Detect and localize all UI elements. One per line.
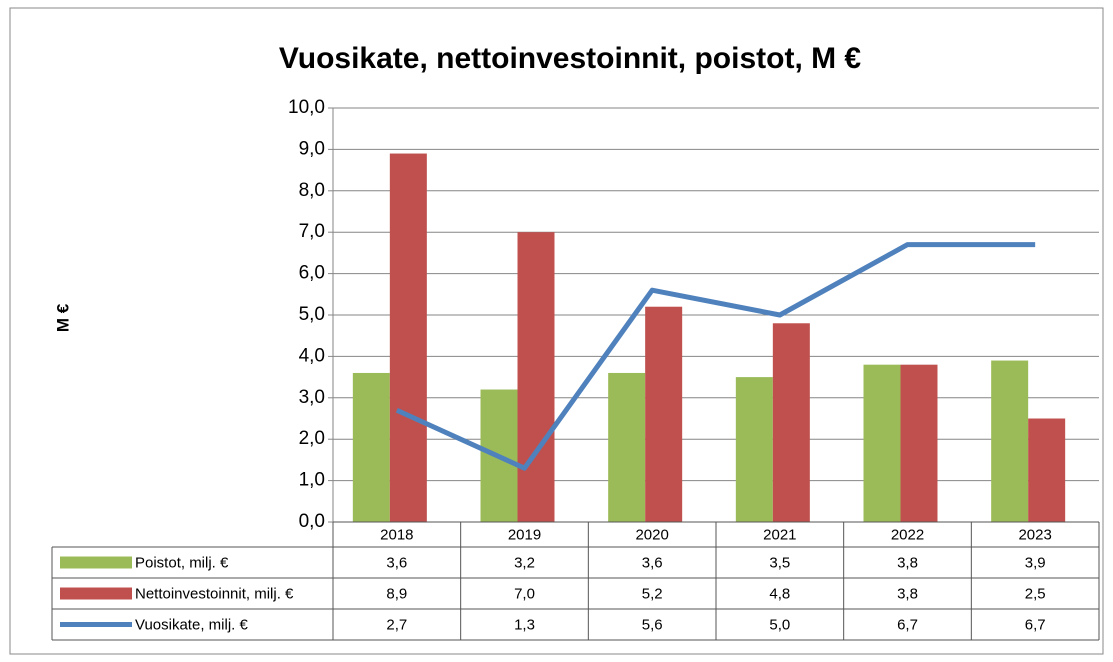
bar xyxy=(863,364,901,522)
x-tick-label: 2021 xyxy=(763,526,796,543)
x-tick-label: 2019 xyxy=(508,526,541,543)
bar xyxy=(352,372,390,522)
chart-title: Vuosikate, nettoinvestoinnit, poistot, M… xyxy=(279,42,862,75)
bar xyxy=(991,360,1029,522)
y-tick-label: 5,0 xyxy=(299,304,325,325)
data-label: 3,2 xyxy=(514,554,535,571)
data-label: 5,2 xyxy=(642,585,663,602)
y-tick-label: 2,0 xyxy=(299,428,325,449)
data-label: 3,8 xyxy=(897,554,918,571)
y-tick-label: 8,0 xyxy=(299,180,325,201)
data-label: 3,5 xyxy=(769,554,790,571)
y-tick-label: 4,0 xyxy=(299,345,325,366)
data-label: 3,8 xyxy=(897,585,918,602)
data-label: 2,5 xyxy=(1025,585,1046,602)
data-label: 6,7 xyxy=(1025,616,1046,633)
data-label: 8,9 xyxy=(386,585,407,602)
legend-key xyxy=(60,587,132,600)
bar xyxy=(735,377,773,522)
bar xyxy=(772,323,810,522)
bar xyxy=(608,372,646,522)
legend-key xyxy=(60,556,132,569)
y-tick-label: 10,0 xyxy=(288,97,325,118)
x-tick-label: 2023 xyxy=(1018,526,1051,543)
chart-border xyxy=(9,7,1104,655)
bar xyxy=(900,364,938,522)
data-label: 5,0 xyxy=(769,616,790,633)
legend-label: Vuosikate, milj. € xyxy=(135,616,248,633)
data-label: 2,7 xyxy=(386,616,407,633)
data-label: 7,0 xyxy=(514,585,535,602)
data-label: 4,8 xyxy=(769,585,790,602)
y-tick-label: 7,0 xyxy=(299,221,325,242)
legend-label: Poistot, milj. € xyxy=(135,554,229,571)
bar xyxy=(645,306,683,522)
line xyxy=(395,242,1036,471)
bar xyxy=(389,153,427,523)
bar xyxy=(517,232,555,522)
legend-label: Nettoinvestoinnit, milj. € xyxy=(135,585,294,602)
bar xyxy=(1028,418,1066,522)
data-label: 5,6 xyxy=(642,616,663,633)
y-tick-label: 1,0 xyxy=(299,470,325,491)
x-tick-label: 2022 xyxy=(891,526,924,543)
y-tick-label: 6,0 xyxy=(299,263,325,284)
data-label: 6,7 xyxy=(897,616,918,633)
y-axis-label: M € xyxy=(53,303,72,332)
y-tick-label: 9,0 xyxy=(299,138,325,159)
y-tick-label: 0,0 xyxy=(299,511,325,532)
data-label: 3,6 xyxy=(386,554,407,571)
data-label: 1,3 xyxy=(514,616,535,633)
data-label: 3,6 xyxy=(642,554,663,571)
y-tick-label: 3,0 xyxy=(299,387,325,408)
data-label: 3,9 xyxy=(1025,554,1046,571)
x-tick-label: 2020 xyxy=(635,526,668,543)
x-tick-label: 2018 xyxy=(380,526,413,543)
